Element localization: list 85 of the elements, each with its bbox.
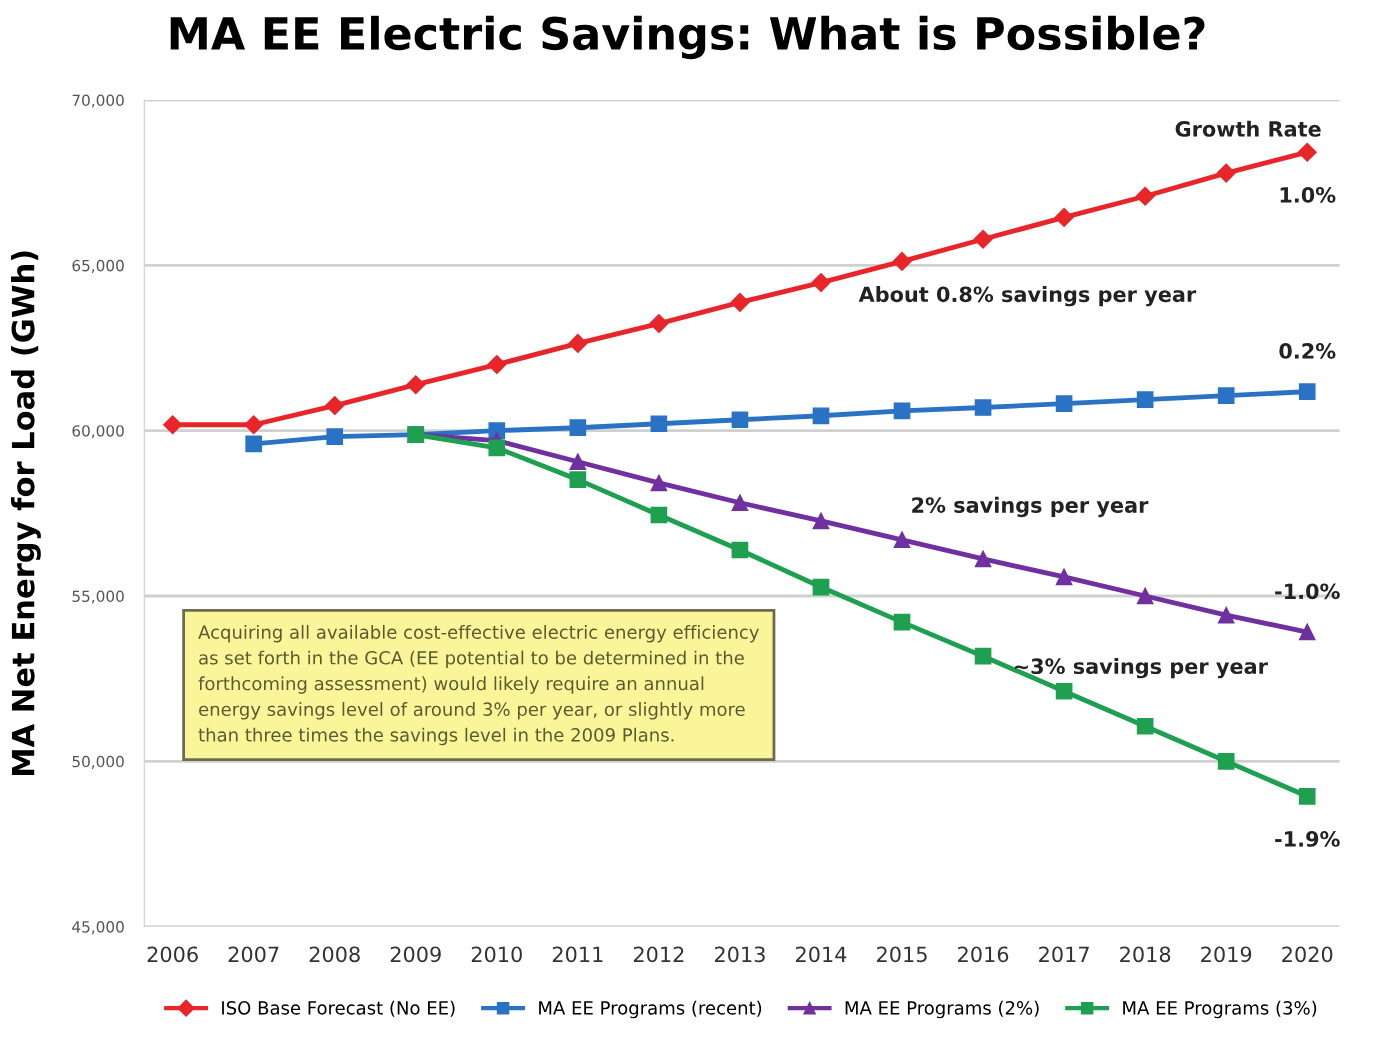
point (650, 506, 668, 524)
annotation: 1.0% (1280, 187, 1336, 203)
point (1136, 391, 1154, 408)
x-tick-label: 2007 (228, 946, 279, 963)
x-tick-label: 2015 (877, 946, 927, 963)
point (731, 541, 749, 559)
y-tick-label: 70,000 (72, 94, 124, 108)
point (325, 396, 345, 416)
point (1136, 717, 1154, 735)
point (244, 415, 264, 435)
y-axis-title: MA Net Energy for Load (GWh) (11, 251, 41, 776)
point (569, 419, 587, 437)
point (649, 314, 669, 334)
point (973, 229, 993, 249)
point (1055, 395, 1073, 412)
point (811, 273, 831, 293)
point (1055, 682, 1073, 700)
point (730, 292, 750, 312)
point (1298, 383, 1316, 400)
point (1298, 623, 1316, 641)
annotation: Growth Rate (1175, 120, 1321, 137)
y-tick-label: 45,000 (72, 921, 124, 935)
point (163, 415, 183, 435)
legend-label: MA EE Programs (3%) (1123, 1000, 1317, 1019)
x-tick-label: 2017 (1039, 946, 1089, 963)
annotation: Acquiring all available cost-effective electric energy efficiency as set forth in the GCA (EE potential to be determined in the forthcoming assessment) would likely require an annual energy savings level of around 3% per year, or slightly more than three times the savings level in the 2009 Plans. (198, 624, 759, 746)
point (488, 439, 506, 457)
x-tick-label: 2011 (552, 946, 603, 963)
x-tick-label: 2019 (1201, 946, 1252, 963)
point (1135, 186, 1155, 206)
annotation: 2% savings per year (912, 496, 1149, 518)
point (1298, 788, 1316, 805)
legend-label: MA EE Programs (recent) (539, 1000, 762, 1019)
point (893, 402, 911, 420)
annotation: 0.2% (1279, 343, 1336, 359)
point (1136, 587, 1154, 605)
annotation: -1.0% (1275, 583, 1340, 600)
y-tick-label: 55,000 (72, 590, 124, 604)
x-tick-label: 2010 (471, 946, 522, 963)
point (1297, 142, 1317, 162)
point (974, 550, 992, 568)
point (892, 251, 912, 271)
x-tick-label: 2020 (1282, 946, 1333, 963)
point (326, 428, 344, 445)
annotation: -1.9% (1275, 831, 1340, 847)
point (569, 453, 587, 471)
point (245, 435, 263, 453)
point (1217, 752, 1235, 770)
x-tick-label: 2018 (1120, 946, 1171, 963)
legend-label: ISO Base Forecast (No EE) (222, 1000, 455, 1017)
point (568, 333, 588, 353)
x-tick-label: 2013 (714, 946, 765, 963)
point (812, 578, 830, 596)
point (1217, 606, 1235, 624)
point (406, 375, 426, 395)
point (1054, 207, 1074, 227)
x-tick-label: 2014 (795, 946, 847, 963)
annotation: About 0.8% savings per year (858, 286, 1197, 307)
point (650, 415, 668, 433)
point (487, 355, 507, 375)
point (569, 471, 587, 488)
point (974, 399, 992, 416)
point (1216, 163, 1236, 183)
point (488, 422, 506, 440)
point (650, 474, 668, 492)
x-tick-label: 2006 (147, 946, 198, 963)
point (731, 411, 749, 429)
point (893, 613, 911, 631)
point (731, 494, 749, 512)
point (812, 512, 830, 530)
point (1055, 568, 1073, 586)
x-tick-label: 2012 (633, 946, 684, 963)
y-tick-label: 60,000 (72, 425, 124, 439)
point (812, 407, 830, 425)
legend-label: MA EE Programs (2%) (845, 1000, 1039, 1019)
annotation: ~3% savings per year (1014, 657, 1268, 679)
x-tick-label: 2009 (390, 946, 441, 963)
point (1217, 387, 1235, 404)
x-tick-label: 2008 (309, 946, 360, 963)
x-tick-label: 2016 (958, 946, 1009, 963)
y-tick-label: 50,000 (72, 755, 124, 769)
chart-title: MA EE Electric Savings: What is Possible? (170, 15, 1205, 60)
point (974, 647, 992, 665)
y-tick-label: 65,000 (72, 259, 124, 273)
point (893, 531, 911, 549)
